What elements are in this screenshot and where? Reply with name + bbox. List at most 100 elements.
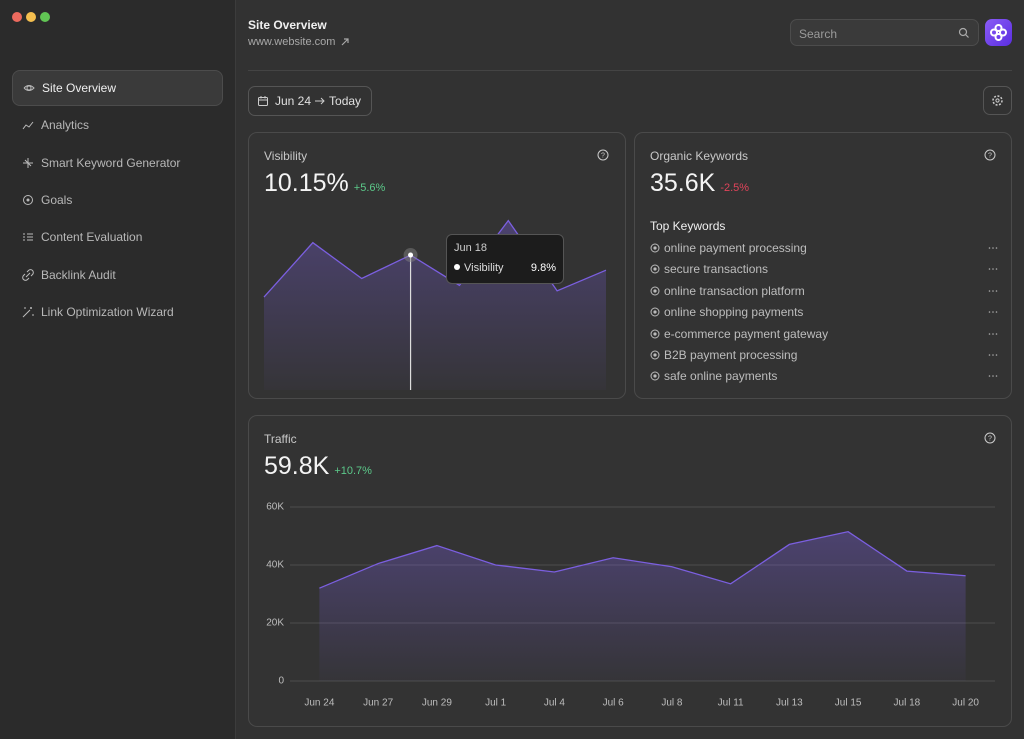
list-title: Top Keywords <box>650 219 726 233</box>
keyword: safe online payments <box>664 369 778 384</box>
nav-item[interactable]: Content Evaluation <box>12 219 223 255</box>
nav-item[interactable]: Smart Keyword Generator <box>12 145 223 181</box>
x-tick-label: Jul 13 <box>776 698 803 709</box>
minimize-button[interactable] <box>26 12 36 22</box>
nav-label: Content Evaluation <box>41 230 143 245</box>
x-tick-label: Jul 1 <box>485 698 507 709</box>
help-icon[interactable]: ? <box>984 432 996 444</box>
x-tick-label: Jul 6 <box>603 698 625 709</box>
external-icon <box>341 38 350 46</box>
date-from: Jun 24 <box>275 94 312 108</box>
nav-item[interactable]: Link Optimization Wizard <box>12 294 223 330</box>
keyword-icon <box>650 264 660 274</box>
keyword-row[interactable]: safe online payments <box>650 369 998 383</box>
traffic-chart: 0 20K 40K 60K Jun 24 Jun 27 Jun 29 Jul 1 Jul 4 Ju… <box>266 502 995 709</box>
divider <box>248 70 1012 71</box>
more-menu[interactable] <box>988 267 998 271</box>
more-menu[interactable] <box>988 353 998 357</box>
nav-icon <box>23 194 33 205</box>
keyword-row[interactable]: online shopping payments <box>650 305 998 319</box>
gear-icon <box>992 95 1003 106</box>
tooltip-value: 9.8% <box>530 262 556 274</box>
nav-icon <box>23 233 33 241</box>
tooltip-swatch <box>454 264 460 270</box>
x-tick-label: Jun 29 <box>422 698 452 709</box>
zoom-button[interactable] <box>40 12 50 22</box>
x-tick-label: Jul 20 <box>952 698 979 709</box>
nav-item[interactable]: Goals <box>12 182 223 218</box>
y-tick-label: 20K <box>266 618 284 629</box>
keyword-row[interactable]: e-commerce payment gateway <box>650 327 998 341</box>
svg-text:?: ? <box>988 435 992 442</box>
more-menu[interactable] <box>988 289 998 293</box>
nav-label: Site Overview <box>42 81 117 95</box>
page-title: Site Overview <box>248 18 327 32</box>
help-icon[interactable]: ? <box>984 149 996 161</box>
keyword-icon <box>650 350 660 360</box>
nav-item[interactable]: Analytics <box>12 107 223 143</box>
tooltip-date: Jun 18 <box>454 242 488 254</box>
calendar-icon <box>258 96 268 106</box>
visibility-chart <box>263 219 607 390</box>
kpi-change: -2.5% <box>720 182 750 194</box>
x-tick-label: Jul 15 <box>835 698 862 709</box>
keyword-icon <box>650 371 660 381</box>
x-tick-label: Jun 24 <box>304 698 334 709</box>
nav-label: Analytics <box>41 118 90 133</box>
settings-button[interactable] <box>983 86 1012 115</box>
kpi-change: +10.7% <box>334 465 372 477</box>
kpi: 10.15% +5.6% <box>264 169 385 198</box>
logo <box>990 24 1007 41</box>
keyword-row[interactable]: secure transactions <box>650 262 998 276</box>
y-tick-label: 40K <box>266 560 284 571</box>
nav-label: Smart Keyword Generator <box>41 155 181 170</box>
sidebar: Site Overview Analytics Smart Keyword Gene… <box>0 0 236 739</box>
nav-icon <box>22 121 34 130</box>
nav-label: Backlink Audit <box>41 267 116 282</box>
tooltip: Jun 18 Visibility 9.8% <box>446 234 564 284</box>
kpi-value: 59.8K <box>264 452 330 480</box>
keyword-row[interactable]: online transaction platform <box>650 284 998 298</box>
nav-label: Goals <box>41 192 73 207</box>
more-menu[interactable] <box>988 332 998 336</box>
kpi: 35.6K -2.5% <box>650 169 749 198</box>
keyword: B2B payment processing <box>664 348 798 362</box>
search-placeholder: Search <box>799 27 838 41</box>
nav-item[interactable]: Backlink Audit <box>12 257 223 293</box>
search-icon <box>958 27 969 38</box>
search-box[interactable]: Search <box>790 19 979 46</box>
y-tick-label: 0 <box>278 676 284 687</box>
nav-icon <box>23 157 33 168</box>
keyword-icon <box>650 307 660 317</box>
kpi-value: 10.15% <box>264 169 349 197</box>
more-menu[interactable] <box>988 246 998 250</box>
x-tick-label: Jul 4 <box>544 698 566 709</box>
app-avatar[interactable] <box>985 19 1012 46</box>
nav-icon <box>23 85 35 91</box>
arrow-icon <box>315 97 325 105</box>
close-button[interactable] <box>12 12 22 22</box>
svg-text:?: ? <box>988 152 992 159</box>
nav-item[interactable]: Site Overview <box>12 70 223 106</box>
x-tick-label: Jun 27 <box>363 698 393 709</box>
site-url: www.website.com <box>248 36 336 48</box>
y-tick-label: 60K <box>266 502 284 513</box>
keyword: online payment processing <box>664 241 807 255</box>
more-menu[interactable] <box>988 310 998 314</box>
kpi-value: 35.6K <box>650 169 716 197</box>
keyword-icon <box>650 329 660 339</box>
card-title: Visibility <box>264 149 308 163</box>
keyword-row[interactable]: B2B payment processing <box>650 348 998 362</box>
keyword-row[interactable]: online payment processing <box>650 241 998 255</box>
help-icon[interactable]: ? <box>597 149 609 161</box>
date-range-button[interactable]: Jun 24 Today <box>248 86 372 116</box>
card-title: Organic Keywords <box>650 149 749 163</box>
keywords-card: Organic Keywords ? 35.6K -2.5% Top Keywor… <box>634 132 1012 399</box>
more-menu[interactable] <box>988 374 998 378</box>
date-to: Today <box>329 94 362 108</box>
keyword: online transaction platform <box>664 283 805 298</box>
keyword: e-commerce payment gateway <box>664 326 829 341</box>
site-link[interactable]: www.website.com <box>248 36 351 48</box>
hover-point <box>408 252 414 258</box>
